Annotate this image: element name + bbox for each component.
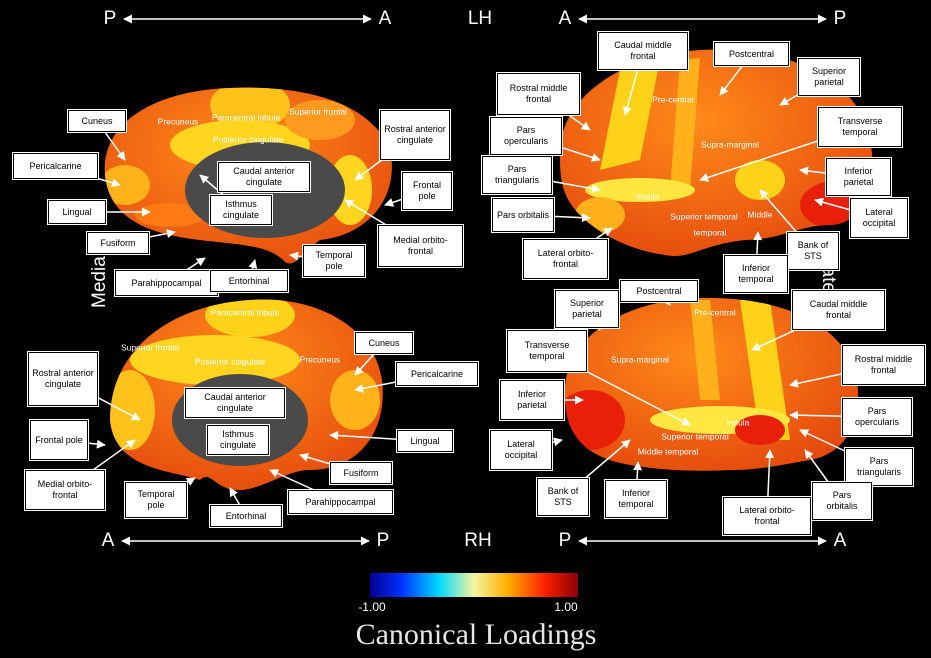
region-label: Paracentral lobule xyxy=(211,307,280,317)
callout-box: Superior parietal xyxy=(797,57,861,97)
callout-box: Lingual xyxy=(47,199,107,225)
callout-box: Lateral orbito-frontal xyxy=(522,238,609,280)
callout-box: Cuneus xyxy=(354,331,414,355)
callout-box: Transverse temporal xyxy=(506,329,588,373)
callout-box: Rostral anterior cingulate xyxy=(379,109,451,161)
callout-box: Isthmus cingulate xyxy=(206,424,270,456)
region-label: Superior frontal xyxy=(289,106,347,116)
direction-label: P xyxy=(104,8,117,29)
region-label: Supra-marginal xyxy=(701,139,759,149)
callout-box: Cuneus xyxy=(67,109,127,133)
direction-label: P xyxy=(834,8,847,29)
callout-box: Rostral middle frontal xyxy=(841,344,926,386)
direction-label: A xyxy=(102,530,115,551)
callout-box: Pars triangularis xyxy=(844,447,914,487)
region-label: Pre-central xyxy=(652,94,694,104)
region-label: Insula xyxy=(637,191,660,201)
callout-box: Inferior parietal xyxy=(825,157,892,197)
callout-box: Lateral orbito-frontal xyxy=(722,496,812,536)
callout-box: Pericalcarine xyxy=(395,361,479,387)
region-label: Superior temporal xyxy=(661,431,729,441)
callout-box: Entorhinal xyxy=(209,269,289,293)
callout-box: Superior parietal xyxy=(554,289,620,329)
callout-box: Medial orbito-frontal xyxy=(377,224,464,268)
callout-box: Pars opercularis xyxy=(489,116,563,156)
hemisphere-label: RH xyxy=(464,530,491,551)
region-label: Supra-marginal xyxy=(611,354,669,364)
direction-label: P xyxy=(377,530,390,551)
callout-box: Rostral anterior cingulate xyxy=(27,351,99,407)
callout-box: Parahippocampal xyxy=(114,269,219,297)
callout-box: Pars orbitalis xyxy=(491,197,555,233)
region-label: Precuneus xyxy=(158,116,199,126)
callout-box: Temporal pole xyxy=(302,244,366,278)
direction-label: A xyxy=(379,8,392,29)
region-label: Insula xyxy=(727,417,750,427)
callout-box: Isthmus cingulate xyxy=(209,194,273,226)
callout-box: Postcentral xyxy=(713,41,790,67)
region-label: Middle temporal xyxy=(638,446,699,456)
region-label: temporal xyxy=(693,227,726,237)
callout-box: Caudal anterior cingulate xyxy=(184,387,286,419)
callout-box: Bank of STS xyxy=(536,477,590,517)
callout-box: Caudal middle frontal xyxy=(791,289,886,331)
callout-box: Caudal anterior cingulate xyxy=(217,161,311,193)
callout-box: Lateral occipital xyxy=(489,429,553,471)
callout-box: Inferior temporal xyxy=(723,254,789,294)
region-label: Precuneus xyxy=(300,354,341,364)
view-label: Medial xyxy=(89,252,110,308)
callout-box: Pars triangularis xyxy=(481,155,553,195)
callout-box: Frontal pole xyxy=(29,419,89,461)
region-label: Posterior cingulate xyxy=(213,134,284,144)
callout-box: Rostral middle frontal xyxy=(496,72,581,116)
callout-box: Pars orbitalis xyxy=(811,481,873,521)
region-label: Superior temporal xyxy=(670,211,738,221)
callout-box: Pars opercularis xyxy=(841,397,913,437)
callout-box: Frontal pole xyxy=(401,171,453,211)
callout-box: Parahippocampal xyxy=(287,489,394,515)
region-label: Middle xyxy=(747,209,772,219)
colorbar-title: Canonical Loadings xyxy=(356,618,597,651)
direction-label: A xyxy=(834,530,847,551)
region-label: Pre-central xyxy=(694,307,736,317)
callout-box: Lateral occipital xyxy=(849,197,909,239)
callout-box: Medial orbito-frontal xyxy=(24,469,106,511)
callout-box: Bank of STS xyxy=(786,231,840,271)
region-label: Superior frontal xyxy=(121,342,179,352)
colorbar xyxy=(370,573,578,597)
hemisphere-label: LH xyxy=(468,8,492,29)
callout-box: Temporal pole xyxy=(124,481,188,519)
direction-label: A xyxy=(559,8,572,29)
callout-box: Inferior temporal xyxy=(604,479,668,519)
callout-box: Transverse temporal xyxy=(817,106,903,148)
callout-box: Pericalcarine xyxy=(12,152,99,180)
callout-box: Fusiform xyxy=(329,461,393,485)
colorbar-max: 1.00 xyxy=(554,600,578,614)
direction-label: P xyxy=(559,530,572,551)
colorbar-min: -1.00 xyxy=(358,600,386,614)
callout-box: Caudal middle frontal xyxy=(597,31,689,71)
callout-box: Postcentral xyxy=(619,279,699,303)
callout-box: Fusiform xyxy=(86,231,150,255)
region-label: Paracentral lobule xyxy=(212,112,281,122)
callout-box: Inferior parietal xyxy=(499,379,565,421)
callout-box: Lingual xyxy=(396,429,454,453)
region-label: Posterior cingulate xyxy=(195,356,266,366)
callout-box: Entorhinal xyxy=(209,504,283,528)
